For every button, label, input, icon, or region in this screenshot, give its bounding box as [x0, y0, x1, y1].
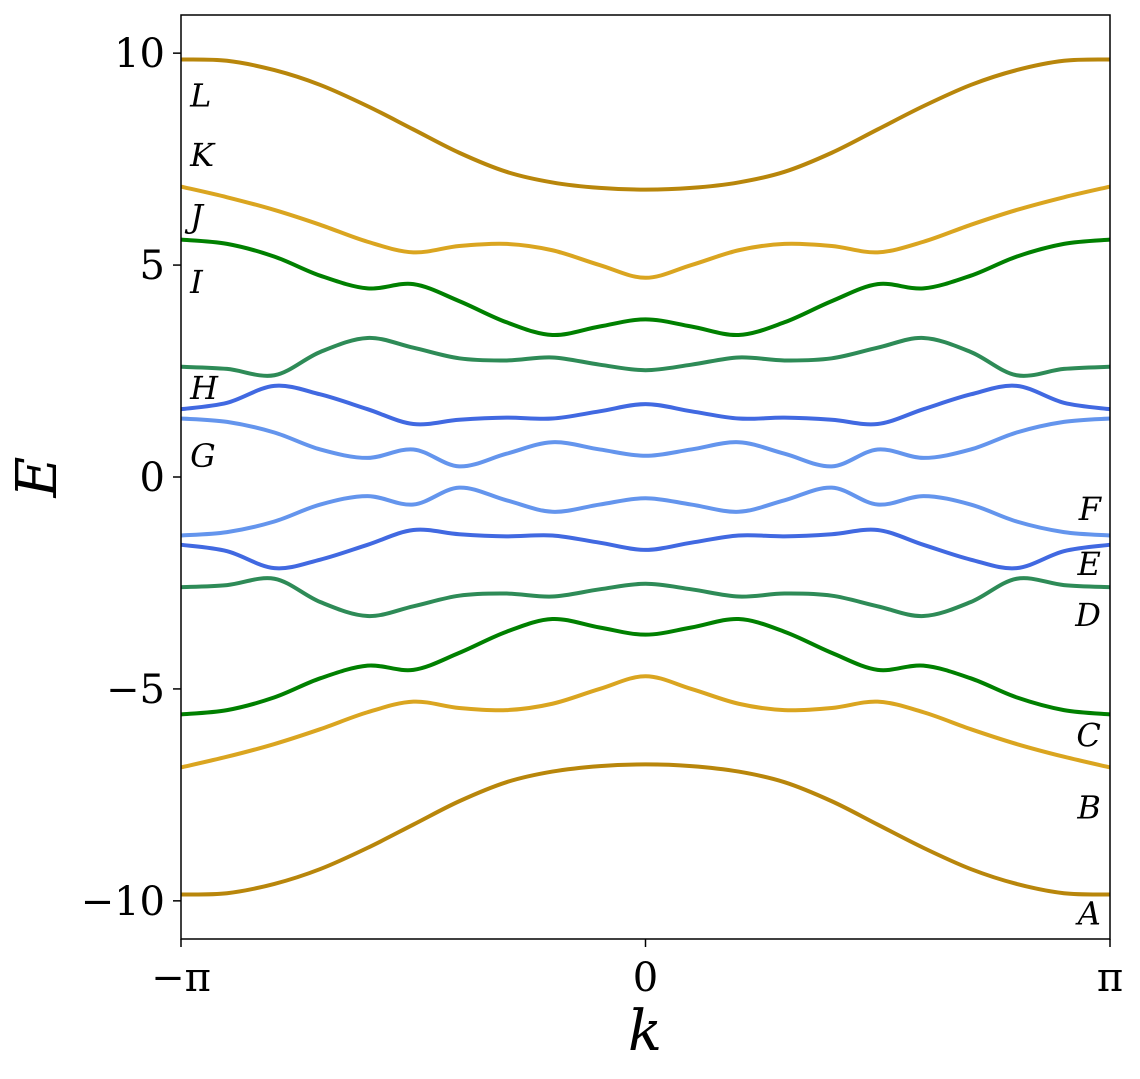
band-curve-9 [181, 576, 1110, 619]
band-curve-4 [181, 335, 1110, 378]
band-label-c: C [1076, 717, 1100, 755]
band-label-b: B [1076, 789, 1101, 827]
band-curve-2 [180, 184, 1111, 280]
band-curve-6 [181, 416, 1110, 469]
band-label-h: H [189, 369, 219, 407]
band-curve-12 [181, 762, 1110, 897]
band-curve-11 [180, 674, 1111, 770]
band-curve-10 [181, 616, 1110, 717]
band-curve-7 [181, 485, 1110, 538]
band-label-l: L [189, 77, 211, 115]
band-label-i: I [189, 263, 204, 301]
y-tick-label: 5 [140, 243, 165, 289]
axis-ticks: 10 5 0 −5 −10 −π 0 π [81, 31, 1124, 1001]
y-tick-label: 10 [114, 31, 165, 77]
x-tick-label: π [1097, 955, 1123, 1001]
band-label-g: G [190, 437, 216, 475]
band-label-a: A [1075, 895, 1101, 933]
plot-area-background [181, 15, 1110, 939]
band-curve-1 [181, 57, 1110, 192]
y-tick-label: −10 [81, 879, 165, 925]
band-label-e: E [1077, 545, 1101, 583]
y-tick-label: 0 [140, 455, 165, 501]
x-tick-label: −π [151, 955, 211, 1001]
x-tick-label: 0 [633, 955, 658, 1001]
band-curve-5 [180, 383, 1111, 427]
band-curve-3 [181, 237, 1110, 338]
band-label-d: D [1074, 596, 1101, 634]
band-label-j: J [184, 197, 205, 235]
y-axis-label: E [5, 457, 70, 499]
band-label-f: F [1078, 490, 1103, 528]
y-tick-label: −5 [106, 667, 165, 713]
band-curve-8 [180, 527, 1111, 571]
band-curves [180, 57, 1111, 897]
band-label-k: K [189, 136, 216, 174]
x-axis-label: k [628, 999, 662, 1064]
